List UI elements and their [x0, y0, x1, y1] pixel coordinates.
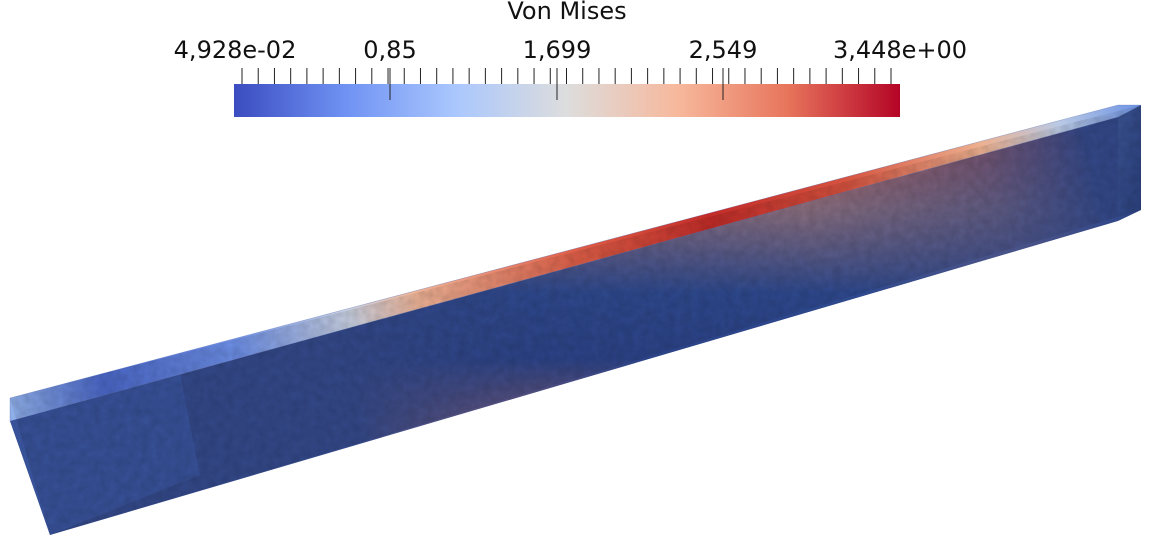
colorbar-tick-label: 2,549 — [688, 36, 758, 64]
colorbar-gradient — [234, 84, 900, 117]
legend-title: Von Mises — [507, 0, 627, 25]
colorbar-tick-label: 1,699 — [522, 36, 592, 64]
colorbar-min-label: 4,928e-02 — [173, 36, 297, 64]
colorbar-max-label: 3,448e+00 — [832, 36, 968, 64]
colorbar — [234, 68, 900, 117]
colorbar-ticks — [241, 68, 892, 100]
colorbar-tick-label: 0,85 — [363, 36, 417, 64]
